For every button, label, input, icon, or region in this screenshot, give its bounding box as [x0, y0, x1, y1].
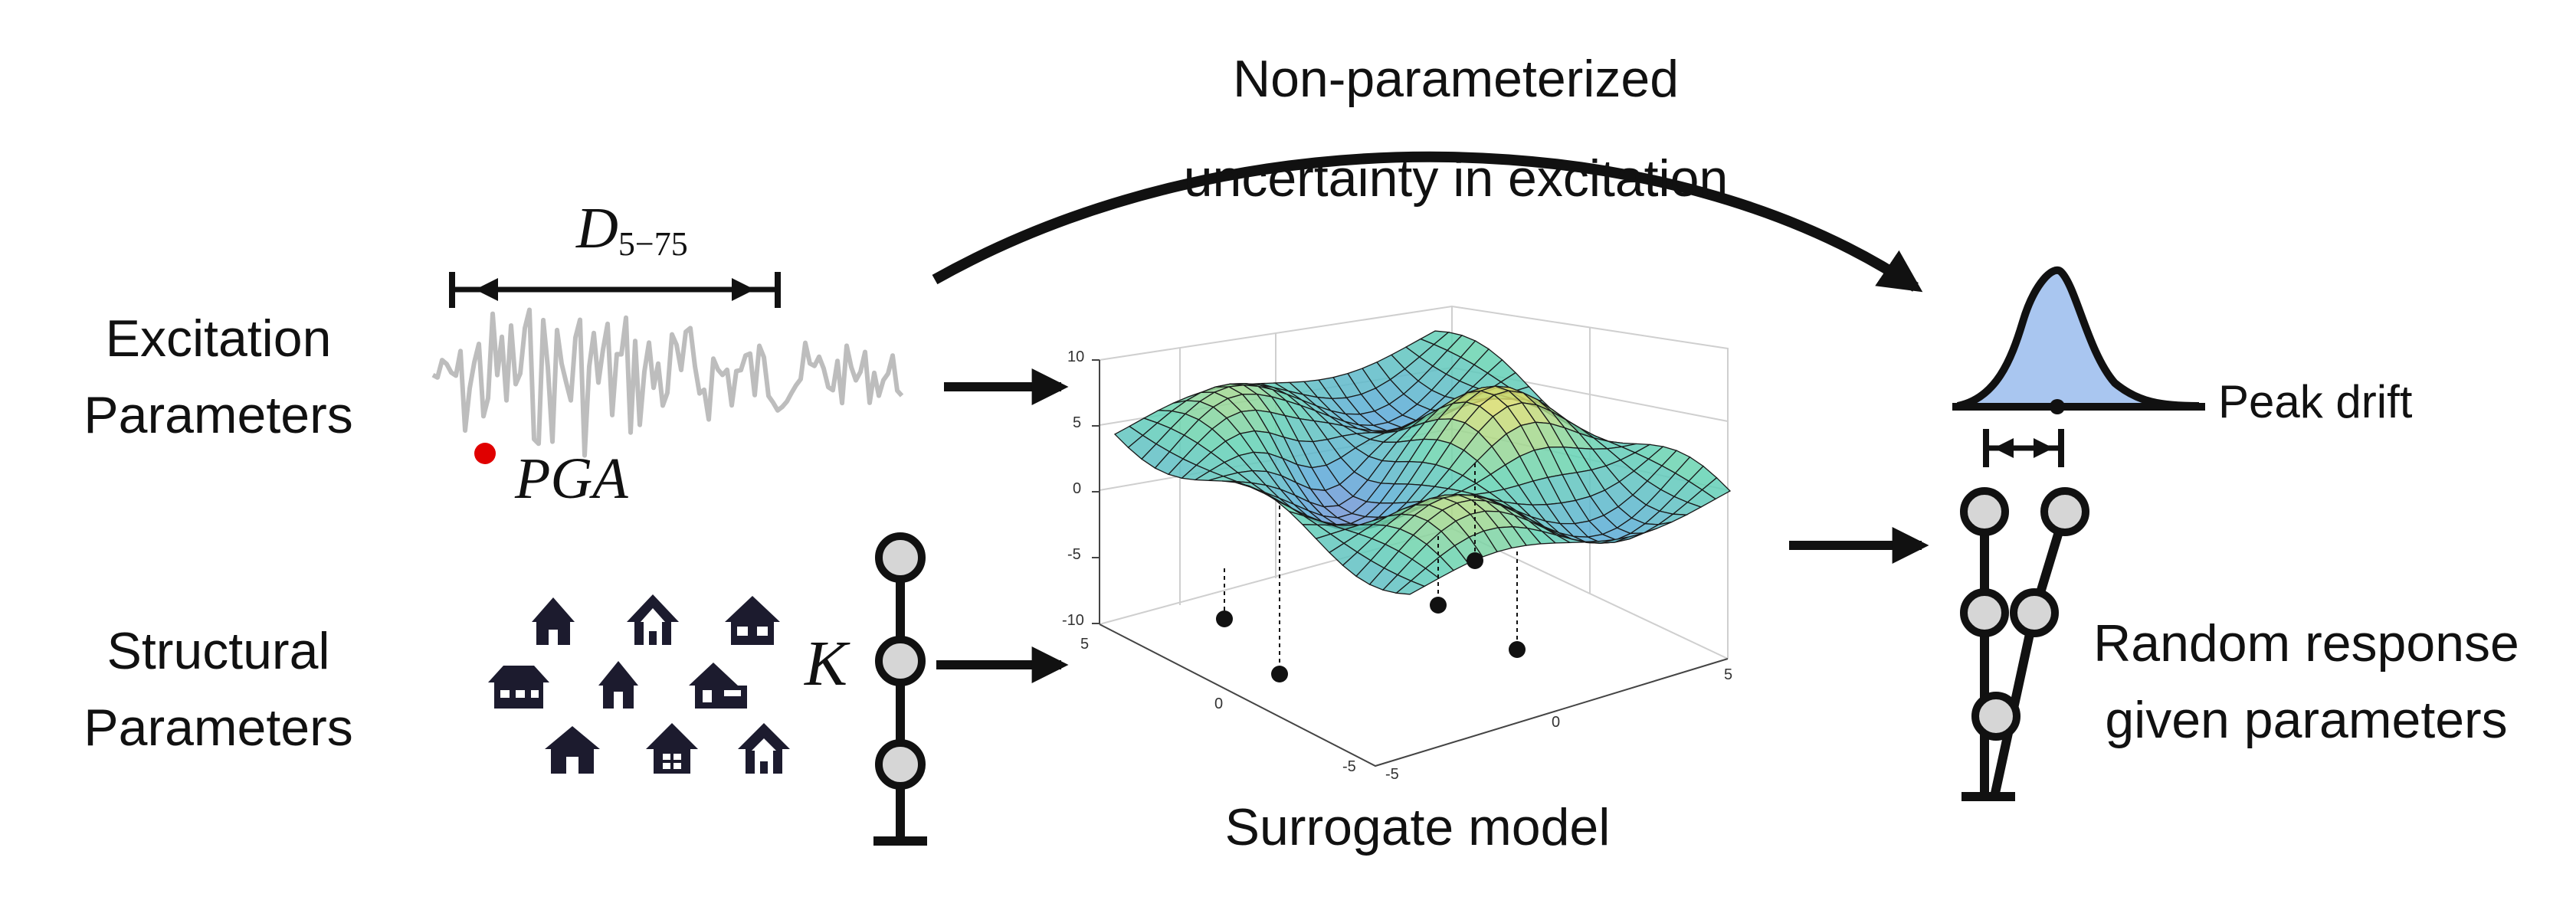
duration-label: D5−75: [576, 196, 688, 263]
house-icon: [646, 723, 698, 774]
random-response-label: Random response given parameters: [2093, 614, 2519, 749]
surface-facet: [1395, 580, 1426, 595]
house-icon: [689, 663, 747, 709]
y-tick: 5: [1080, 636, 1090, 653]
pga-label: PGA: [515, 447, 628, 511]
house-icon: [725, 596, 780, 645]
x-tick: 5: [1724, 666, 1733, 683]
structure-model-left: [873, 532, 927, 846]
house-icon: [532, 597, 575, 645]
house-icon: [738, 723, 790, 774]
drift-bracket: [1983, 429, 2064, 467]
duration-bracket: [449, 272, 781, 308]
house-icon: [488, 666, 549, 709]
z-tick: 10: [1067, 349, 1085, 365]
x-tick: 0: [1552, 714, 1561, 731]
peak-drift-pdf: [1952, 266, 2205, 414]
curved-arrow: [932, 151, 1923, 293]
surface-plot: [1092, 305, 1732, 767]
house-icon: [545, 726, 600, 774]
z-tick: 5: [1073, 414, 1082, 431]
pga-marker: [474, 443, 496, 464]
house-icon: [627, 594, 679, 645]
peak-drift-label: Peak drift: [2218, 376, 2413, 427]
y-tick: 0: [1214, 695, 1224, 712]
excitation-params-label: Excitation Parameters: [84, 309, 353, 444]
house-icon: [598, 661, 638, 709]
z-tick: -10: [1062, 612, 1084, 629]
x-tick: -5: [1385, 766, 1399, 783]
z-tick: -5: [1067, 546, 1081, 563]
nonparam-label: Non-parameterized uncertainty in excitat…: [1183, 50, 1729, 208]
ground-motion-signal: [431, 307, 904, 458]
surrogate-label: Surrogate model: [1224, 798, 1611, 856]
structure-model-right: [1960, 487, 2089, 801]
z-tick: 0: [1073, 480, 1082, 497]
structural-params-label: Structural Parameters: [84, 622, 353, 757]
y-tick: -5: [1342, 758, 1356, 775]
stiffness-label: K: [805, 628, 848, 699]
